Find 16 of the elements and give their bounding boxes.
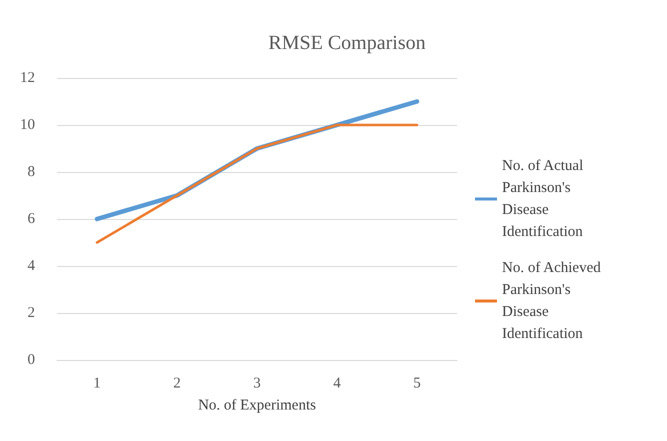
x-tick-label: 4: [333, 376, 342, 392]
y-tick-label: 6: [28, 211, 36, 227]
chart-title: RMSE Comparison: [268, 32, 426, 54]
y-tick-label: 2: [28, 305, 35, 321]
legend-label: No. of Achieved Parkinson's Disease Identification: [502, 260, 604, 342]
y-tick-label: 8: [28, 164, 35, 180]
x-tick-label: 1: [93, 376, 101, 392]
x-tick-label: 2: [173, 376, 181, 392]
x-axis-title: No. of Experiments: [198, 398, 316, 414]
x-tick-label: 3: [253, 376, 261, 392]
y-tick-label: 10: [20, 117, 35, 133]
legend-label: No. of Actual Parkinson's Disease Identification: [502, 158, 587, 240]
y-tick-label: 12: [20, 70, 35, 86]
x-tick-label: 5: [413, 376, 421, 392]
y-tick-label: 4: [28, 258, 36, 274]
y-tick-label: 0: [28, 352, 35, 368]
